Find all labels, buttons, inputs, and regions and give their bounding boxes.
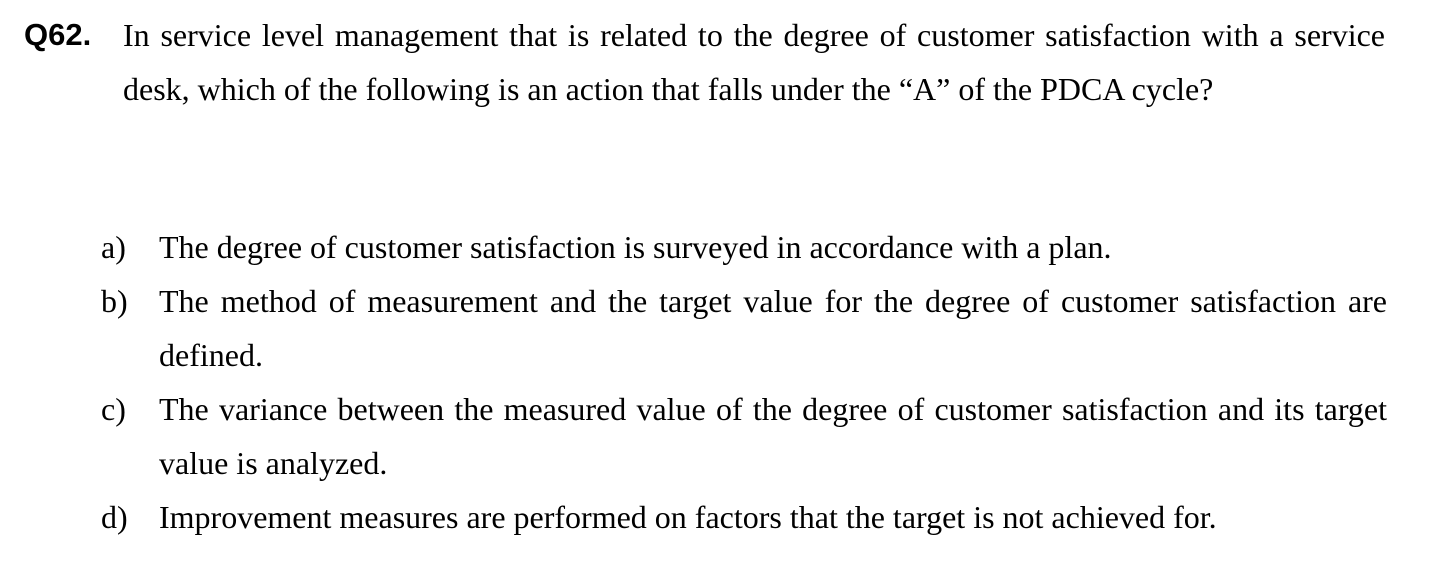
option-c-letter: c): [101, 391, 126, 427]
option-c-text: The variance between the measured value …: [159, 391, 1387, 481]
option-b-text: The method of measurement and the target…: [159, 283, 1387, 373]
answer-options: a) The degree of customer satisfaction i…: [101, 220, 1391, 544]
question-text: In service level management that is rela…: [123, 17, 1385, 107]
option-a-letter: a): [101, 229, 126, 265]
question-number: Q62.: [24, 17, 92, 52]
question-row: Q62. In service level management that is…: [24, 8, 1394, 116]
option-d-text: Improvement measures are performed on fa…: [159, 499, 1217, 535]
option-a-text: The degree of customer satisfaction is s…: [159, 229, 1112, 265]
option-d-letter: d): [101, 499, 128, 535]
option-a: a) The degree of customer satisfaction i…: [101, 220, 1391, 274]
option-d: d) Improvement measures are performed on…: [101, 490, 1391, 544]
option-c: c) The variance between the measured val…: [101, 382, 1391, 490]
option-b-letter: b): [101, 283, 128, 319]
option-b: b) The method of measurement and the tar…: [101, 274, 1391, 382]
question-block: Q62. In service level management that is…: [24, 8, 1394, 116]
